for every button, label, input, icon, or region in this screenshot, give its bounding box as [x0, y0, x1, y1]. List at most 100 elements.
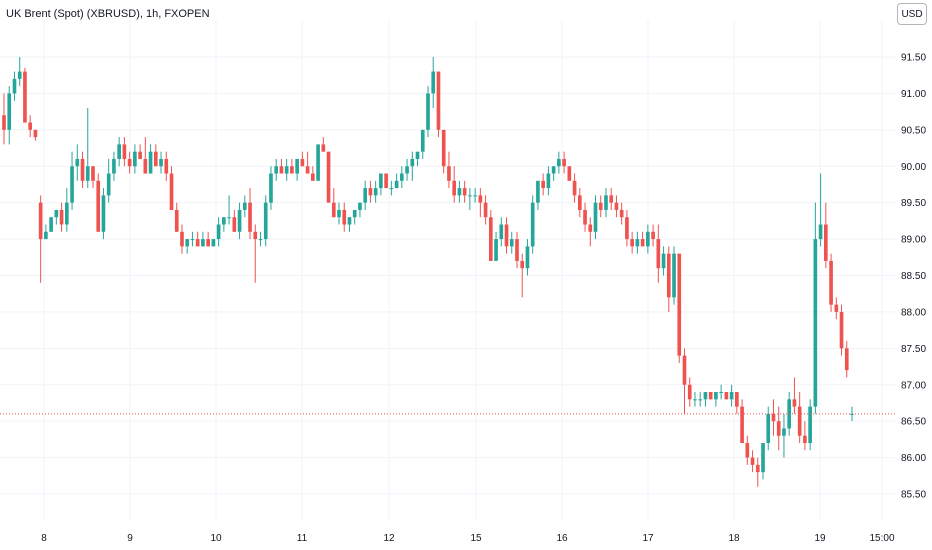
y-tick-label: 85.50	[901, 490, 926, 501]
candle	[583, 202, 587, 232]
candle	[839, 304, 844, 356]
y-tick-label: 91.00	[901, 89, 926, 100]
candle-body	[91, 166, 95, 181]
candle	[311, 166, 315, 181]
candle-body	[23, 71, 27, 123]
candle	[237, 202, 242, 240]
candle-body	[59, 209, 64, 225]
candle-body	[755, 464, 760, 473]
candle-body	[148, 151, 153, 174]
candle-body	[263, 202, 268, 240]
price-axis: 91.50 91.00 90.50 90.00 89.50 89.00 88.50 88.00…	[901, 53, 926, 501]
candle-body	[551, 166, 556, 174]
candle-body	[342, 209, 347, 225]
candle-body	[771, 413, 776, 422]
candle	[269, 166, 273, 210]
candle-body	[242, 202, 247, 210]
x-tick-label: 16	[556, 533, 568, 544]
candle-body	[761, 443, 765, 473]
candle	[604, 188, 608, 218]
candle	[499, 217, 504, 247]
candle	[185, 239, 190, 254]
candle-body	[284, 166, 289, 174]
candle-body	[834, 304, 839, 312]
candle-body	[153, 151, 158, 167]
candle-body	[237, 209, 242, 232]
candle-body	[143, 158, 148, 174]
candle	[379, 173, 383, 196]
candle	[295, 158, 299, 181]
y-tick-label: 89.00	[901, 235, 926, 246]
candle	[195, 231, 200, 247]
candle	[70, 151, 74, 210]
y-tick-label: 90.00	[901, 162, 926, 173]
candle	[426, 86, 430, 138]
candle-body	[80, 158, 85, 181]
candle	[54, 209, 59, 225]
candle-body	[7, 93, 12, 130]
candle	[724, 392, 729, 400]
candle-body	[305, 166, 310, 174]
candle	[44, 224, 48, 240]
candle	[829, 253, 833, 312]
candle	[797, 392, 802, 444]
candle	[808, 399, 812, 451]
y-tick-label: 88.00	[901, 307, 926, 318]
candle	[211, 239, 216, 247]
candle-body	[792, 399, 797, 407]
currency-button[interactable]: USD	[897, 3, 927, 25]
candle	[352, 209, 357, 225]
candle	[661, 246, 666, 276]
candle-body	[64, 202, 69, 225]
candle-body	[410, 158, 415, 167]
candle-body	[687, 384, 692, 400]
chart-title: UK Brent (Spot) (XBRUSD), 1h, FXOPEN	[6, 8, 210, 20]
candle-body	[384, 173, 388, 189]
candle	[38, 195, 43, 283]
candle	[447, 151, 451, 189]
candle	[536, 180, 540, 210]
candle-body	[295, 158, 299, 174]
candle-body	[504, 224, 509, 247]
candle-body	[818, 224, 823, 240]
candle	[384, 173, 388, 189]
y-tick-label: 90.50	[901, 125, 926, 136]
candle-body	[227, 217, 231, 219]
candle	[766, 406, 771, 451]
candle	[410, 151, 415, 181]
candle-body	[808, 406, 812, 444]
candle-body	[598, 202, 603, 210]
candle	[735, 392, 739, 414]
candle	[169, 166, 174, 210]
candle	[399, 166, 404, 189]
candle	[363, 180, 368, 210]
x-tick-label: 18	[728, 533, 740, 544]
candle	[494, 231, 498, 261]
candle	[651, 224, 655, 247]
candle-body	[394, 180, 399, 189]
candle-body	[420, 129, 425, 152]
candle-body	[724, 392, 729, 400]
candle	[572, 173, 577, 203]
candle	[750, 450, 755, 473]
candle	[504, 217, 509, 254]
candle	[441, 129, 446, 174]
candle-body	[133, 151, 137, 167]
candle	[64, 188, 69, 232]
candle-body	[174, 209, 179, 232]
candle	[284, 158, 289, 181]
candle-body	[311, 173, 315, 181]
x-tick-label: 19	[814, 533, 826, 544]
candle	[127, 151, 132, 174]
candle-body	[546, 173, 551, 189]
y-tick-label: 87.50	[901, 344, 926, 355]
candle-body	[326, 151, 331, 203]
y-tick-label: 89.50	[901, 198, 926, 209]
candle	[138, 144, 142, 159]
candle-body	[195, 239, 200, 247]
candle-body	[604, 195, 608, 210]
candle-body	[352, 209, 357, 218]
candle-body	[625, 217, 629, 240]
candle-body	[358, 202, 362, 210]
